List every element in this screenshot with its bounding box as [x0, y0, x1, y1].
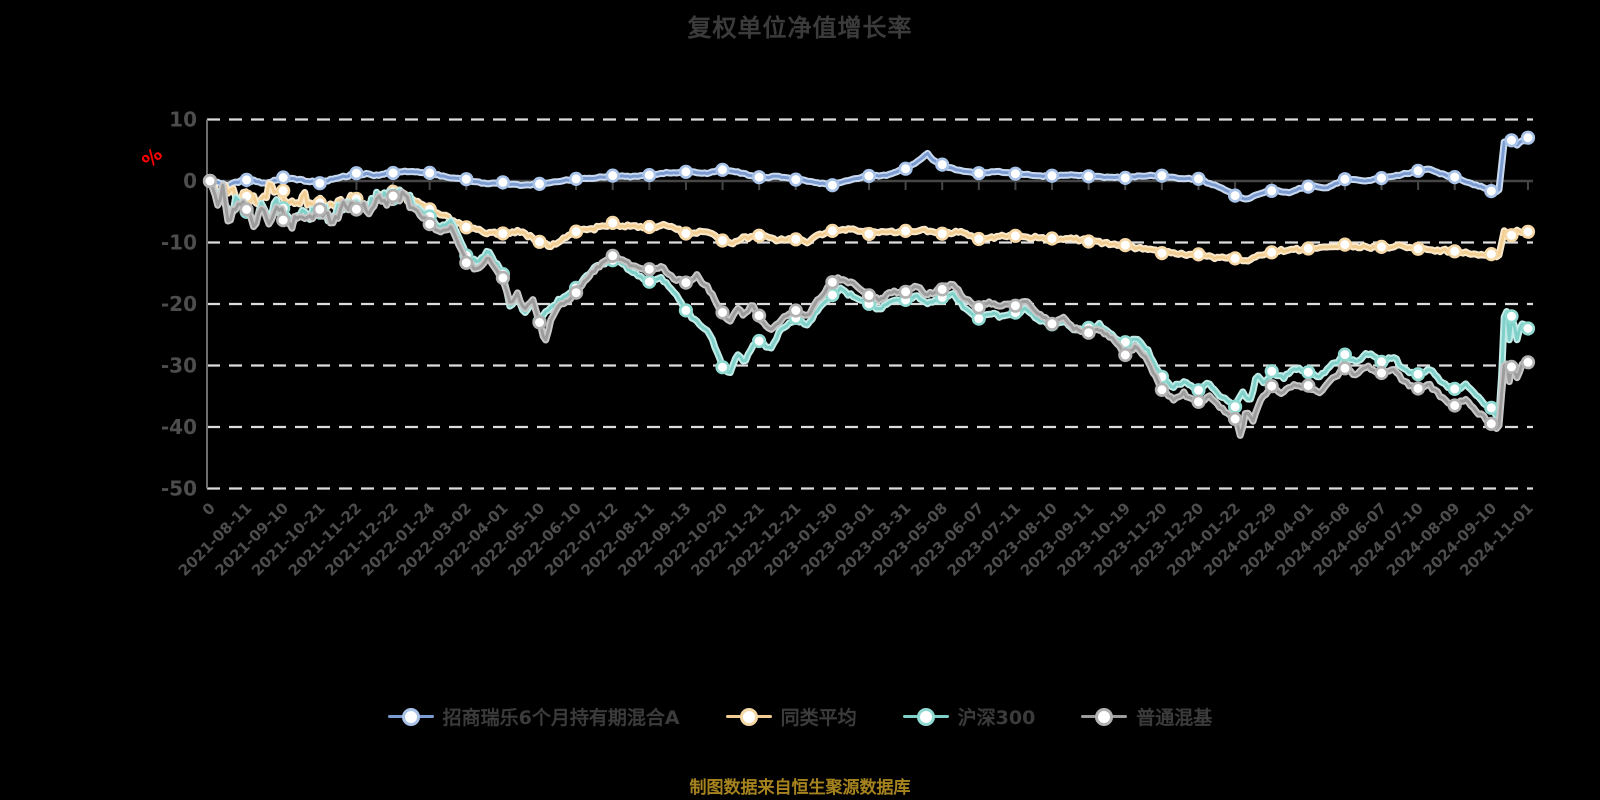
legend-item-hs300[interactable]: 沪深300 — [902, 703, 1036, 730]
svg-text:-20: -20 — [161, 292, 197, 316]
legend-item-category-average[interactable]: 同类平均 — [725, 703, 857, 730]
legend: 招商瑞乐6个月持有期混合A 同类平均 沪深300 普通混基 — [0, 703, 1600, 730]
x-axis-labels: 02021-08-112021-09-102021-10-212021-11-2… — [175, 499, 1537, 580]
legend-line-marker-icon — [902, 707, 949, 727]
svg-text:-30: -30 — [161, 354, 197, 378]
svg-text:-10: -10 — [161, 231, 197, 255]
series-ordinary-hybrid — [202, 173, 1536, 439]
legend-line-marker-icon — [1081, 707, 1128, 727]
legend-item-ordinary-hybrid[interactable]: 普通混基 — [1081, 703, 1212, 730]
svg-text:-40: -40 — [161, 415, 197, 439]
legend-line-marker-icon — [387, 707, 434, 727]
data-source-caption: 制图数据来自恒生聚源数据库 — [689, 778, 911, 798]
legend-label-hs300: 沪深300 — [957, 707, 1036, 729]
legend-line-marker-icon — [725, 707, 772, 727]
legend-label-ordinary-hybrid: 普通混基 — [1136, 707, 1213, 729]
y-axis-labels: 10 0 -10 -20 -30 -40 -50 — [161, 108, 197, 501]
legend-label-fund: 招商瑞乐6个月持有期混合A — [442, 707, 680, 729]
svg-text:10: 10 — [169, 108, 197, 132]
legend-label-category-average: 同类平均 — [780, 707, 857, 729]
series-markers-ordinary-hybrid — [202, 173, 1536, 431]
chart-title: 复权单位净值增长率 — [687, 14, 913, 42]
series-fund — [202, 130, 1536, 203]
series-markers-fund — [202, 130, 1536, 203]
svg-text:-50: -50 — [161, 477, 197, 501]
svg-text:0: 0 — [183, 169, 197, 193]
legend-item-fund[interactable]: 招商瑞乐6个月持有期混合A — [387, 703, 680, 730]
svg-text:0: 0 — [199, 499, 219, 519]
